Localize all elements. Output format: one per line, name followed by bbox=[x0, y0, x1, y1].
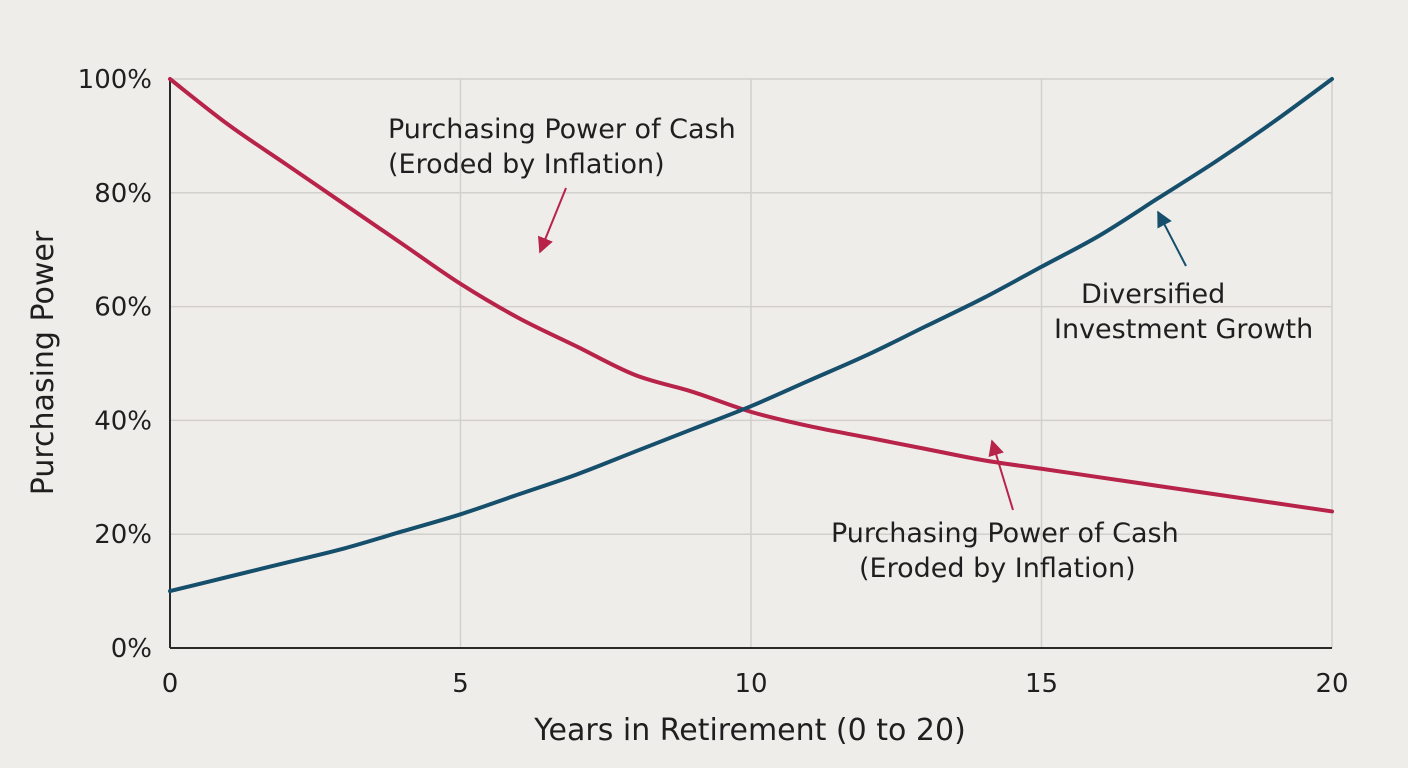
annotation-cash-bottom: Purchasing Power of Cash (Eroded by Infla… bbox=[831, 439, 1179, 584]
x-tick-label: 20 bbox=[1315, 669, 1348, 699]
x-axis-title: Years in Retirement (0 to 20) bbox=[533, 713, 966, 748]
x-tick-label: 0 bbox=[162, 669, 179, 699]
annotation-text: (Eroded by Inflation) bbox=[388, 149, 665, 180]
series-line-cash bbox=[168, 77, 1334, 514]
x-tick-label: 15 bbox=[1025, 669, 1058, 699]
y-tick-label: 0% bbox=[111, 634, 152, 664]
annotation-arrow bbox=[988, 439, 1014, 511]
y-tick-label: 40% bbox=[94, 406, 152, 436]
annotation-text: (Eroded by Inflation) bbox=[859, 553, 1136, 584]
annotation-text: Purchasing Power of Cash bbox=[388, 114, 736, 145]
axes: 0% 20% 40% 60% 80% 100% 0 5 10 15 20 bbox=[78, 65, 1349, 699]
series-lines bbox=[168, 77, 1334, 594]
y-tick-label: 20% bbox=[94, 520, 152, 550]
y-tick-label: 100% bbox=[78, 65, 152, 95]
annotation-text: Diversified bbox=[1081, 279, 1225, 310]
annotation-investment: Diversified Investment Growth bbox=[1054, 210, 1313, 345]
gridlines bbox=[170, 78, 1333, 648]
series-line-investment bbox=[168, 77, 1334, 594]
x-tick-label: 10 bbox=[734, 669, 767, 699]
y-tick-label: 80% bbox=[94, 179, 152, 209]
annotation-text: Investment Growth bbox=[1054, 314, 1313, 345]
y-axis-title: Purchasing Power bbox=[26, 230, 61, 495]
annotation-text: Purchasing Power of Cash bbox=[831, 518, 1179, 549]
annotation-arrow bbox=[538, 187, 567, 254]
annotation-arrow bbox=[1157, 210, 1187, 267]
y-tick-label: 60% bbox=[94, 293, 152, 323]
x-tick-label: 5 bbox=[452, 669, 469, 699]
annotation-cash-top: Purchasing Power of Cash (Eroded by Infla… bbox=[388, 114, 736, 254]
annotations: Purchasing Power of Cash (Eroded by Infla… bbox=[388, 114, 1313, 584]
